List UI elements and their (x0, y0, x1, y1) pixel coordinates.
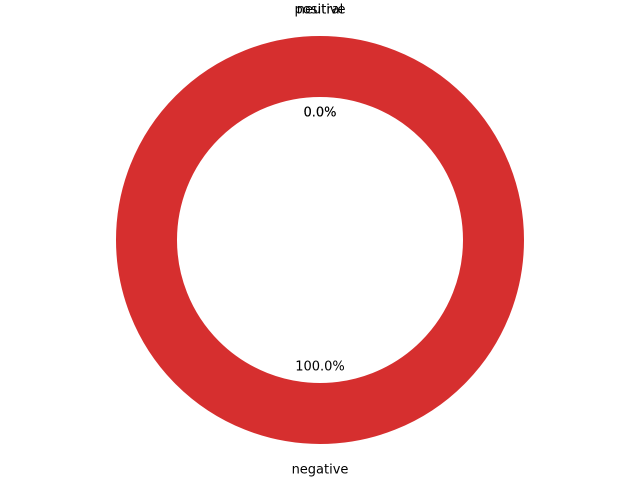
donut-slices (116, 36, 524, 444)
slice-label-neutral: neutral (297, 3, 344, 18)
slice-percent-negative: 100.0% (295, 360, 345, 375)
slice-percent-positive: 0.0% (303, 106, 336, 121)
slice-negative (116, 36, 524, 444)
slice-label-negative: negative (292, 463, 349, 478)
slice-label-positive: positive (295, 3, 346, 18)
slice-percent-neutral: 0.0% (303, 106, 336, 121)
